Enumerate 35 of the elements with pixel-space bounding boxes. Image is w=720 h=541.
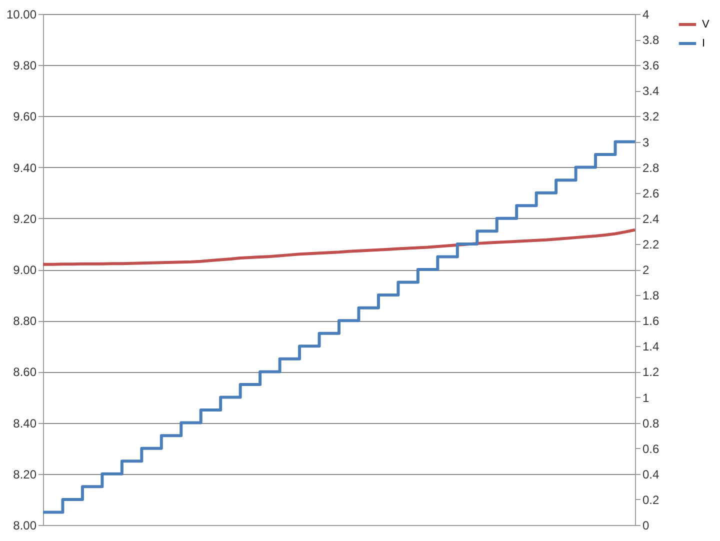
y2-tick-label: 1.8 [642, 288, 660, 303]
y2-tick-label: 2.6 [642, 186, 660, 200]
y-tick-label: 9.80 [13, 58, 37, 73]
y-tick-label: 9.60 [13, 110, 37, 124]
y-tick-label: 8.60 [13, 365, 37, 380]
y-tick-label: 9.00 [13, 263, 37, 277]
y2-tick-label: 2.2 [642, 237, 660, 252]
y2-tick-label: 1 [642, 390, 650, 405]
y2-tick-label: 0.8 [642, 416, 660, 430]
y2-tick-label: 4 [642, 8, 650, 22]
y-tick-label: 8.40 [13, 416, 37, 430]
y2-tick-label: 3.2 [642, 110, 660, 124]
y2-tick-label: 1.4 [642, 340, 660, 354]
y-tick-label: 9.20 [13, 212, 37, 226]
y-tick-label: 10.00 [6, 8, 37, 22]
y-tick-label: 8.20 [13, 467, 37, 482]
y-tick-label: 8.80 [13, 314, 37, 328]
y2-tick-label: 2.8 [642, 160, 660, 175]
y2-tick-label: 3.4 [642, 84, 660, 98]
y2-tick-label: 2 [642, 263, 650, 277]
y-tick-label: 8.00 [13, 518, 37, 532]
y2-tick-label: 3.8 [642, 33, 660, 48]
y2-tick-label: 2.4 [642, 212, 660, 226]
legend-label: V [702, 18, 710, 30]
y2-tick-label: 0.6 [642, 442, 660, 456]
line-series [42, 228, 636, 266]
y2-tick-label: 1.6 [642, 314, 660, 328]
y2-tick-label: 0.4 [642, 467, 660, 482]
legend-label: I [702, 38, 706, 50]
y2-tick-label: 1.2 [642, 365, 660, 380]
y2-tick-label: 0 [642, 518, 650, 532]
y-tick-label: 9.40 [13, 160, 37, 175]
y2-tick-label: 3.6 [642, 58, 660, 73]
y2-tick-label: 3 [642, 135, 650, 150]
y2-tick-label: 0.2 [642, 492, 660, 507]
